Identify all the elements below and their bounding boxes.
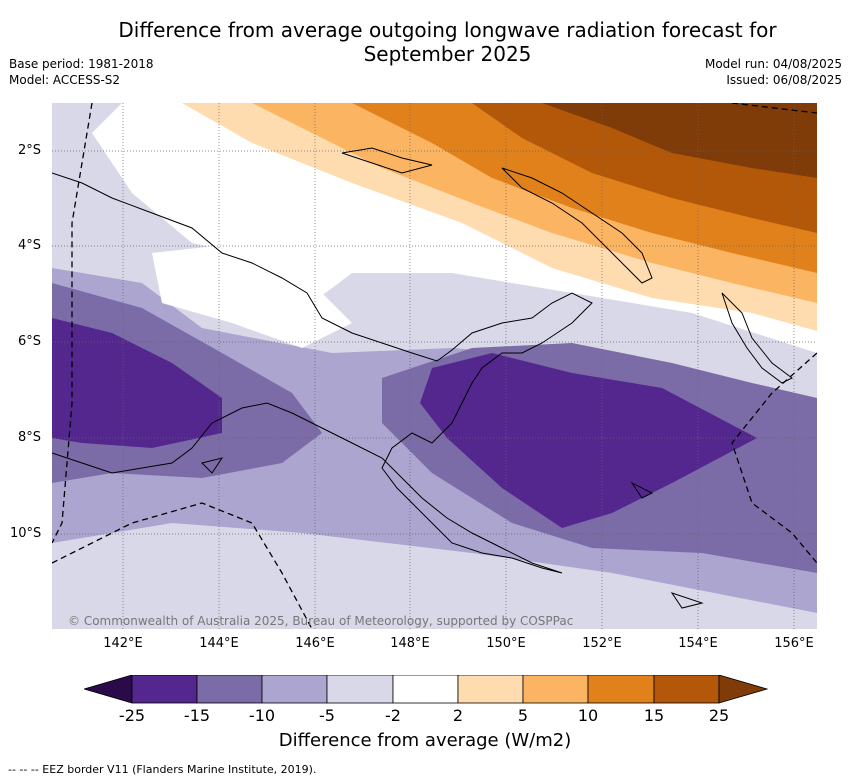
meta-right: Model run: 04/08/2025 Issued: 06/08/2025 [705,56,842,88]
lat-label-4s: 4°S [18,238,42,253]
map-panel [52,103,817,629]
map-svg [52,103,817,629]
legend-tick-label: 2 [452,706,464,725]
meta-left: Base period: 1981-2018 Model: ACCESS-S2 [9,56,154,88]
contour-dark-brown [542,103,817,178]
legend-colorbar [84,675,768,704]
legend-tick-label: -2 [385,706,401,725]
legend-tick-label: -25 [118,706,146,725]
model-name: Model: ACCESS-S2 [9,73,121,87]
lat-label-6s: 6°S [18,334,42,349]
lon-label-152e: 152°E [582,636,622,651]
legend-title: Difference from average (W/m2) [278,730,572,751]
legend-swatch-15-25 [653,675,720,704]
lon-label-156e: 156°E [774,636,814,651]
legend-swatch-neutral [392,675,459,704]
title-line-2: September 2025 [363,42,532,66]
issued-date: Issued: 06/08/2025 [726,73,842,87]
contour-neutral-west [152,243,352,348]
lon-label-144e: 144°E [199,636,239,651]
lon-label-150e: 150°E [486,636,526,651]
map-title: Difference from average outgoing longwav… [0,18,850,66]
contour-dark-purple-west [52,318,222,448]
lon-label-142e: 142°E [103,636,143,651]
title-line-1: Difference from average outgoing longwav… [118,18,777,42]
legend-tick-label: -5 [319,706,335,725]
legend-tick-label: 15 [643,706,665,725]
legend-swatch-5-10 [522,675,589,704]
graticule [52,103,817,629]
lat-label-8s: 8°S [18,430,42,445]
legend-tick-label: 5 [517,706,529,725]
legend-tick-label: 25 [708,706,730,725]
contour-light-purple-south [52,523,817,629]
legend-swatch-2-5 [457,675,524,704]
contour-dark-purple-east [420,353,757,528]
legend-tick-label: 10 [577,706,599,725]
legend-swatch-10-15 [587,675,655,704]
lon-label-146e: 146°E [295,636,335,651]
legend-swatch-5-2 [326,675,394,704]
legend-tick-label: -10 [248,706,276,725]
lat-label-10s: 10°S [10,526,42,541]
lat-label-2s: 2°S [18,143,42,158]
legend-tick-label: -15 [183,706,211,725]
legend-swatch-25-15 [131,675,198,704]
model-run: Model run: 04/08/2025 [704,57,842,71]
legend-swatch-below-25 [84,675,133,704]
legend-swatch-above-25 [718,675,768,704]
base-period: Base period: 1981-2018 [9,57,154,71]
copyright-notice: © Commonwealth of Australia 2025, Bureau… [68,614,574,628]
eez-borders [52,103,817,629]
eez-footer-note: -- -- -- EEZ border V11 (Flanders Marine… [8,763,317,776]
lon-label-154e: 154°E [678,636,718,651]
legend-swatch-15-10 [196,675,263,704]
legend-swatch-10-5 [261,675,328,704]
lon-label-148e: 148°E [390,636,430,651]
